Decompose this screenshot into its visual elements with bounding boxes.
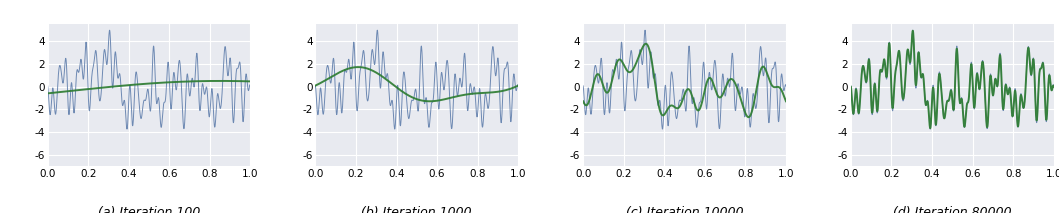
Text: (a) Iteration 100: (a) Iteration 100 xyxy=(97,206,200,213)
Text: (d) Iteration 80000: (d) Iteration 80000 xyxy=(893,206,1011,213)
Text: (c) Iteration 10000: (c) Iteration 10000 xyxy=(626,206,743,213)
Text: (b) Iteration 1000: (b) Iteration 1000 xyxy=(361,206,472,213)
